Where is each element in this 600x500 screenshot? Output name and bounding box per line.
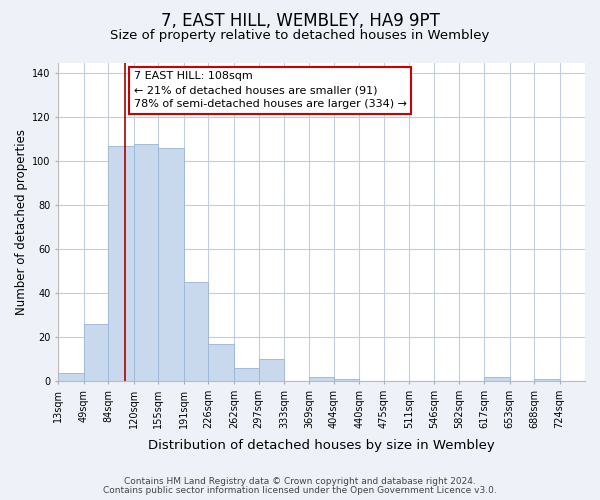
Bar [484,377,509,382]
Bar [158,148,184,382]
Bar [58,372,83,382]
Bar [534,379,560,382]
Y-axis label: Number of detached properties: Number of detached properties [15,129,28,315]
Bar [334,379,359,382]
Bar [109,146,134,382]
Text: Contains HM Land Registry data © Crown copyright and database right 2024.: Contains HM Land Registry data © Crown c… [124,477,476,486]
Bar [184,282,208,382]
Bar [259,360,284,382]
X-axis label: Distribution of detached houses by size in Wembley: Distribution of detached houses by size … [148,440,495,452]
Bar [83,324,109,382]
Bar [208,344,234,382]
Bar [310,377,334,382]
Bar [134,144,158,382]
Text: 7, EAST HILL, WEMBLEY, HA9 9PT: 7, EAST HILL, WEMBLEY, HA9 9PT [161,12,439,30]
Text: Size of property relative to detached houses in Wembley: Size of property relative to detached ho… [110,29,490,42]
Bar [234,368,259,382]
Text: 7 EAST HILL: 108sqm
← 21% of detached houses are smaller (91)
78% of semi-detach: 7 EAST HILL: 108sqm ← 21% of detached ho… [134,72,407,110]
Text: Contains public sector information licensed under the Open Government Licence v3: Contains public sector information licen… [103,486,497,495]
